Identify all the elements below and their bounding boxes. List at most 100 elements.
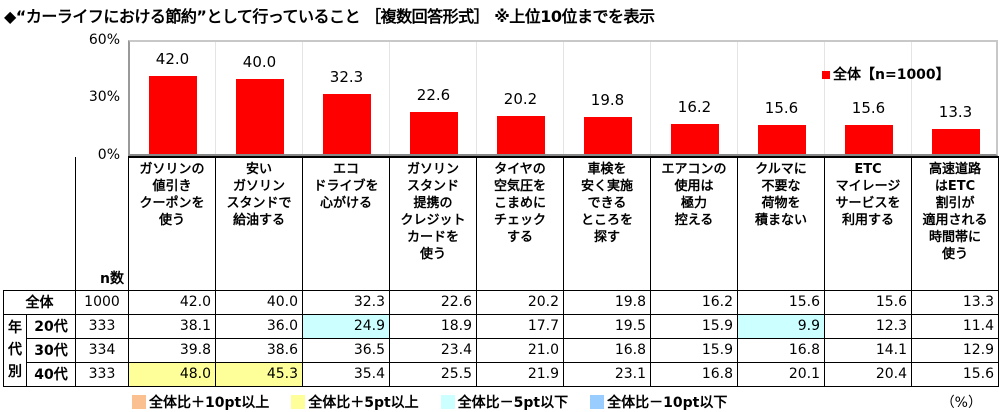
category-header-line: 給油する xyxy=(232,213,285,228)
highlight-key-label: 全体比－10pt以下 xyxy=(607,395,728,411)
row-label: 30代 xyxy=(26,337,76,363)
table-cell: 40.0 xyxy=(215,289,303,315)
unit-label: （%） xyxy=(940,395,982,411)
table-cell: 36.0 xyxy=(215,313,303,339)
table-cell: 35.4 xyxy=(302,361,390,387)
bar-value-label: 19.8 xyxy=(590,91,625,109)
table-cell: 42.0 xyxy=(128,289,216,315)
table-cell: 16.8 xyxy=(650,361,738,387)
category-header: クルマに 不要な 荷物を 積まない xyxy=(737,156,825,291)
highlight-swatch xyxy=(440,395,455,409)
bar xyxy=(497,116,545,154)
grid-line xyxy=(824,42,825,154)
table-row: 40代 333 48.0 45.3 35.4 25.5 21.9 23.1 16.8 20.1 20… xyxy=(4,361,999,387)
y-tick-30: 30% xyxy=(88,89,120,105)
table-row: 全体 1000 42.0 40.0 32.3 22.6 20.2 19.8 16.2 15.6 15… xyxy=(3,289,999,315)
bar xyxy=(584,117,632,154)
category-header-line: ガソリン xyxy=(232,179,285,194)
grid-line xyxy=(215,42,216,154)
bar xyxy=(671,124,719,154)
category-header-line: 控える xyxy=(674,213,714,228)
bar xyxy=(236,79,284,154)
category-header-line: マイレージ xyxy=(835,179,901,194)
table-cell: 16.8 xyxy=(737,337,825,363)
group-label: 年代別 xyxy=(3,313,27,387)
category-header-line: はETC xyxy=(934,179,976,194)
table-cell: 20.2 xyxy=(476,289,564,315)
group-label-char: 別 xyxy=(8,364,22,380)
category-header-line: 高速道路 xyxy=(928,162,981,177)
category-header: ガソリン スタンド 提携の クレジット カードを 使う xyxy=(389,156,477,291)
category-header-line: 安い xyxy=(245,162,272,177)
table-cell: 12.3 xyxy=(824,313,912,339)
highlight-key: 全体比＋10pt以上 xyxy=(132,392,269,412)
category-header-line: こまめに xyxy=(493,196,546,211)
chart-title: ◆“カーライフにおける節約”として行っていること ［複数回答形式］ ※上位10位… xyxy=(4,7,655,26)
table-cell: 13.3 xyxy=(911,289,999,315)
category-header: 車検を 安く実施 できる ところを 探す xyxy=(563,156,651,291)
category-header-line: する xyxy=(506,230,533,245)
highlight-swatch xyxy=(291,395,306,409)
data-table: n数 ガソリンの 値引き クーポンを 使う 安い ガソリン スタンドで 給油する エコ ドライブを心… xyxy=(3,156,999,387)
table-cell: 20.4 xyxy=(824,361,912,387)
grid-line xyxy=(389,42,390,154)
table-cell: 12.9 xyxy=(911,337,999,363)
table-row: 30代 334 39.8 38.6 36.5 23.4 21.0 16.8 15.9 16.8 14… xyxy=(4,337,999,363)
row-label: 40代 xyxy=(26,361,76,387)
bar-value-label: 42.0 xyxy=(155,50,190,68)
bar-value-label: 13.3 xyxy=(938,103,973,121)
highlight-key-label: 全体比＋5pt以上 xyxy=(308,395,419,411)
table-cell: 19.5 xyxy=(563,313,651,339)
table-cell: 19.8 xyxy=(563,289,651,315)
bar-value-label: 32.3 xyxy=(329,68,364,86)
category-header-line: ところを xyxy=(580,213,633,228)
legend-swatch xyxy=(822,71,830,79)
category-header-line: 使う xyxy=(158,213,185,228)
n-value: 333 xyxy=(75,313,129,339)
highlight-key-label: 全体比＋10pt以上 xyxy=(149,395,270,411)
highlight-key-label: 全体比－5pt以下 xyxy=(457,395,569,411)
category-header-line: 安く実施 xyxy=(580,179,633,194)
category-header-line: できる xyxy=(587,196,627,211)
row-label: 20代 xyxy=(26,313,76,339)
category-header-line: 提携の xyxy=(413,196,453,211)
highlight-swatch xyxy=(590,395,605,409)
table-cell: 14.1 xyxy=(824,337,912,363)
n-value: 1000 xyxy=(75,289,129,315)
category-header-line: 適用される xyxy=(922,213,988,228)
table-cell: 20.1 xyxy=(737,361,825,387)
category-header-line: 荷物を xyxy=(761,196,801,211)
highlight-legend: 全体比＋10pt以上 全体比＋5pt以上 全体比－5pt以下 全体比－10pt以下 xyxy=(132,392,749,412)
category-header-line: 時間帯に xyxy=(928,230,981,245)
grid-line xyxy=(650,42,651,154)
category-header-line: 割引が xyxy=(935,196,975,211)
table-cell: 39.8 xyxy=(128,337,216,363)
category-header: 高速道路 はETC 割引が 適用される 時間帯に 使う xyxy=(911,156,999,291)
table-row: 年代別 20代 333 38.1 36.0 24.9 18.9 17.7 19.5 15.9 9.9… xyxy=(3,313,999,387)
highlight-key: 全体比－10pt以下 xyxy=(590,392,727,412)
category-header-line: スタンド xyxy=(406,179,459,194)
group-label-char: 代 xyxy=(8,342,22,358)
category-header-line: クレジット xyxy=(400,213,466,228)
category-header-line: 値引き xyxy=(152,179,192,194)
category-header-line: 探す xyxy=(593,230,620,245)
bar xyxy=(323,94,371,154)
bar-value-label: 15.6 xyxy=(851,99,886,117)
table-cell: 15.9 xyxy=(650,313,738,339)
table-cell: 15.6 xyxy=(737,289,825,315)
bar xyxy=(932,129,980,154)
category-header-line: ガソリン xyxy=(406,162,459,177)
table-cell: 16.2 xyxy=(650,289,738,315)
category-header-line: スタンドで xyxy=(226,196,292,211)
table-cell: 15.6 xyxy=(824,289,912,315)
row-label: 全体 xyxy=(3,289,76,315)
category-header-line: チェック xyxy=(493,213,546,228)
category-header-line: 使用は xyxy=(674,179,714,194)
highlight-key: 全体比＋5pt以上 xyxy=(291,392,419,412)
table-cell: 23.1 xyxy=(563,361,651,387)
grid-line xyxy=(737,42,738,154)
table-cell: 17.7 xyxy=(476,313,564,339)
n-value: 334 xyxy=(75,337,129,363)
table-cell: 23.4 xyxy=(389,337,477,363)
category-header: ガソリンの 値引き クーポンを 使う xyxy=(128,156,216,291)
